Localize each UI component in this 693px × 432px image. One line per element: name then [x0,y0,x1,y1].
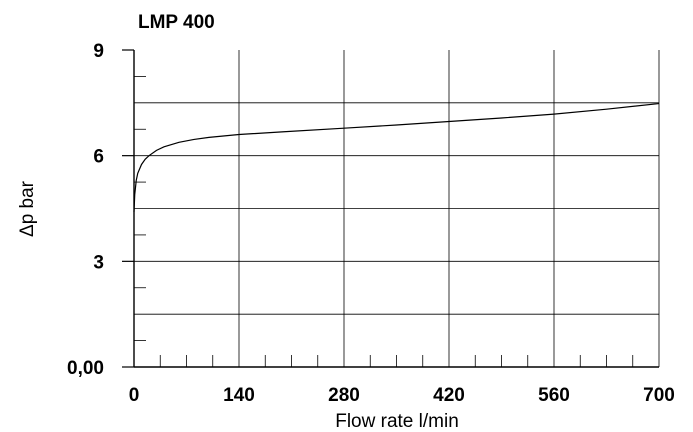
minor-ticks [134,76,634,367]
y-tick-labels: 0,00 3 6 9 [67,41,104,379]
y-tick-label: 6 [93,147,104,168]
x-axis-label: Flow rate l/min [335,411,459,432]
x-tick-label: 560 [538,385,570,406]
series-line [133,102,660,213]
grid [122,49,660,368]
y-tick-label: 3 [93,252,104,273]
y-axis-label: Δp bar [17,180,38,237]
x-tick-label: 420 [433,385,465,406]
x-tick-label: 140 [223,385,255,406]
x-tick-label: 700 [643,385,675,406]
x-tick-label: 0 [129,385,140,406]
chart-title: LMP 400 [138,12,215,33]
series [133,102,660,213]
x-tick-label: 280 [328,385,360,406]
y-tick-label: 0,00 [67,358,104,379]
x-tick-labels: 0 140 280 420 560 700 [129,385,675,406]
y-tick-label: 9 [93,41,104,62]
